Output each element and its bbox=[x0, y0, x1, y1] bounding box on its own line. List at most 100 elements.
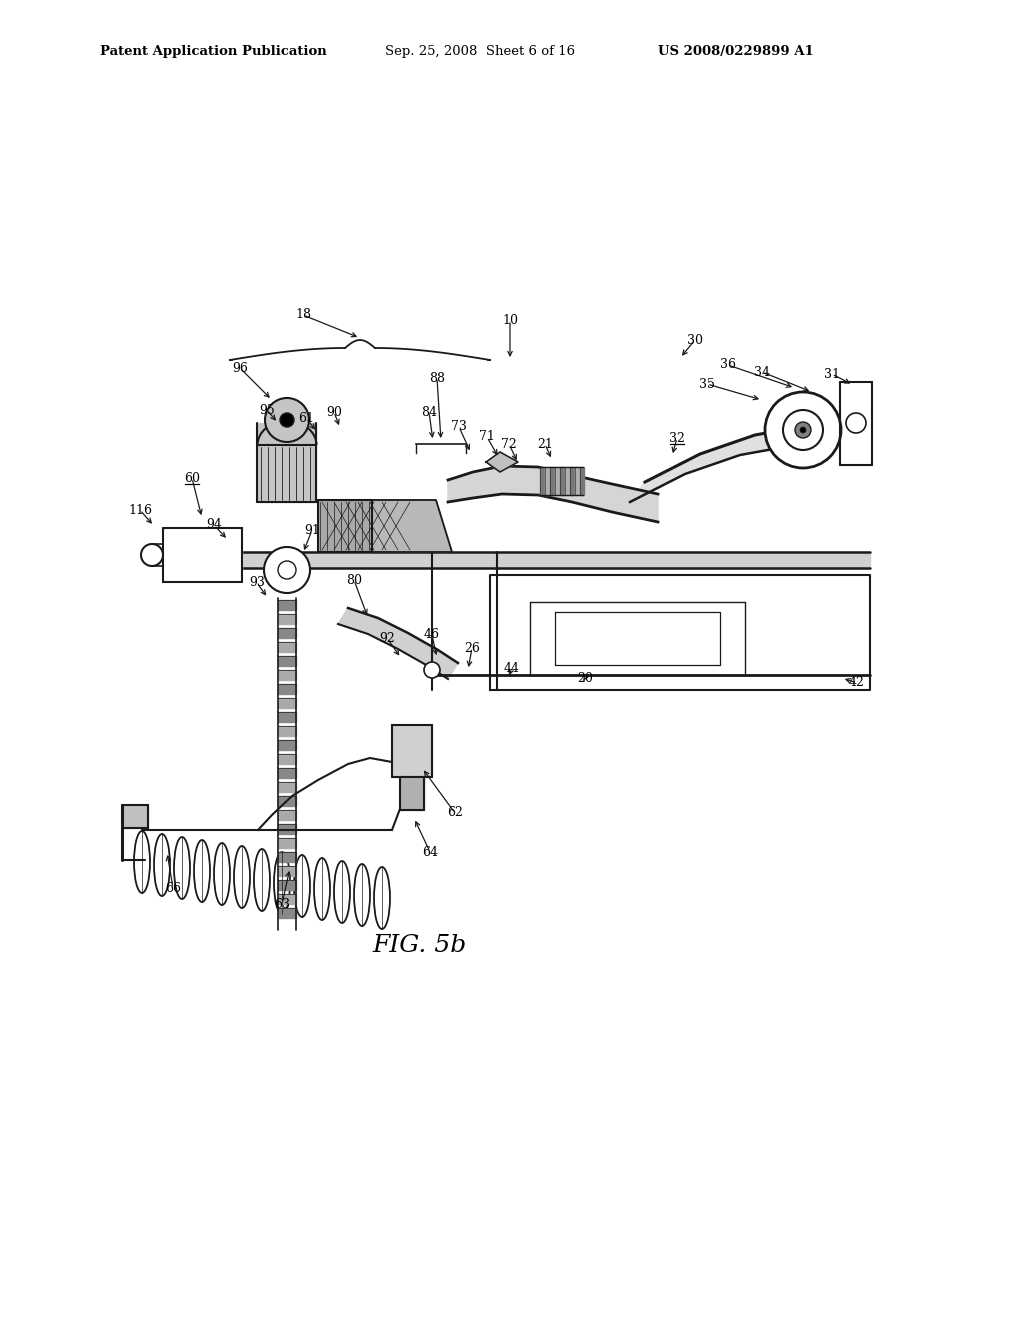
Polygon shape bbox=[545, 467, 549, 495]
Polygon shape bbox=[278, 781, 296, 792]
Ellipse shape bbox=[314, 858, 330, 920]
Polygon shape bbox=[372, 500, 452, 552]
Text: FIG. 5b: FIG. 5b bbox=[373, 933, 467, 957]
Polygon shape bbox=[278, 614, 296, 624]
Ellipse shape bbox=[194, 840, 210, 902]
Polygon shape bbox=[278, 880, 296, 890]
Ellipse shape bbox=[174, 837, 190, 899]
Text: 35: 35 bbox=[699, 378, 715, 391]
Polygon shape bbox=[278, 726, 296, 737]
Text: 60: 60 bbox=[184, 471, 200, 484]
Polygon shape bbox=[449, 466, 658, 521]
Polygon shape bbox=[278, 628, 296, 638]
Text: 31: 31 bbox=[824, 367, 840, 380]
Text: 88: 88 bbox=[429, 371, 445, 384]
Polygon shape bbox=[490, 576, 870, 690]
Polygon shape bbox=[278, 768, 296, 777]
Text: 73: 73 bbox=[451, 421, 467, 433]
Text: 80: 80 bbox=[346, 573, 362, 586]
Polygon shape bbox=[540, 467, 544, 495]
Polygon shape bbox=[278, 684, 296, 694]
Polygon shape bbox=[278, 838, 296, 847]
Polygon shape bbox=[630, 426, 838, 502]
Text: 116: 116 bbox=[128, 503, 152, 516]
Text: 42: 42 bbox=[849, 676, 865, 689]
Circle shape bbox=[800, 426, 806, 433]
Polygon shape bbox=[278, 866, 296, 876]
Circle shape bbox=[783, 411, 823, 450]
Polygon shape bbox=[575, 467, 579, 495]
Polygon shape bbox=[840, 381, 872, 465]
Polygon shape bbox=[570, 467, 574, 495]
Text: 90: 90 bbox=[326, 405, 342, 418]
Circle shape bbox=[265, 399, 309, 442]
Polygon shape bbox=[338, 609, 458, 678]
Circle shape bbox=[264, 546, 310, 593]
Polygon shape bbox=[122, 805, 148, 828]
Polygon shape bbox=[278, 810, 296, 820]
Text: Patent Application Publication: Patent Application Publication bbox=[100, 45, 327, 58]
Polygon shape bbox=[560, 467, 564, 495]
Ellipse shape bbox=[134, 832, 150, 894]
Ellipse shape bbox=[214, 843, 230, 906]
Polygon shape bbox=[400, 777, 424, 810]
Circle shape bbox=[846, 413, 866, 433]
Text: 21: 21 bbox=[537, 437, 553, 450]
Text: 44: 44 bbox=[504, 661, 520, 675]
Ellipse shape bbox=[254, 849, 270, 911]
Ellipse shape bbox=[274, 851, 290, 913]
Polygon shape bbox=[257, 422, 316, 445]
Text: Sep. 25, 2008  Sheet 6 of 16: Sep. 25, 2008 Sheet 6 of 16 bbox=[385, 45, 575, 58]
Ellipse shape bbox=[154, 834, 170, 896]
Ellipse shape bbox=[334, 861, 350, 923]
Ellipse shape bbox=[354, 865, 370, 927]
Polygon shape bbox=[565, 467, 569, 495]
Polygon shape bbox=[278, 894, 296, 904]
Text: 34: 34 bbox=[754, 366, 770, 379]
Text: 66: 66 bbox=[165, 882, 181, 895]
Text: US 2008/0229899 A1: US 2008/0229899 A1 bbox=[658, 45, 814, 58]
Polygon shape bbox=[278, 642, 296, 652]
Circle shape bbox=[141, 544, 163, 566]
Polygon shape bbox=[278, 698, 296, 708]
Polygon shape bbox=[278, 741, 296, 750]
Polygon shape bbox=[278, 601, 296, 610]
Ellipse shape bbox=[294, 855, 310, 917]
Polygon shape bbox=[225, 552, 870, 568]
Text: 62: 62 bbox=[447, 807, 463, 820]
Polygon shape bbox=[278, 754, 296, 764]
Text: 96: 96 bbox=[232, 362, 248, 375]
Polygon shape bbox=[392, 725, 432, 777]
Polygon shape bbox=[278, 908, 296, 917]
Circle shape bbox=[795, 422, 811, 438]
Text: 71: 71 bbox=[479, 430, 495, 444]
Text: 46: 46 bbox=[424, 628, 440, 642]
Circle shape bbox=[280, 413, 294, 426]
Text: 63: 63 bbox=[274, 898, 290, 911]
Polygon shape bbox=[278, 824, 296, 834]
Polygon shape bbox=[163, 528, 242, 582]
Polygon shape bbox=[555, 467, 559, 495]
Text: 61: 61 bbox=[298, 412, 314, 425]
Text: 72: 72 bbox=[501, 437, 517, 450]
Polygon shape bbox=[278, 711, 296, 722]
Polygon shape bbox=[278, 796, 296, 807]
Circle shape bbox=[424, 663, 440, 678]
Text: 94: 94 bbox=[206, 519, 222, 532]
Text: 93: 93 bbox=[249, 577, 265, 590]
Text: 36: 36 bbox=[720, 359, 736, 371]
Text: 10: 10 bbox=[502, 314, 518, 326]
Text: 91: 91 bbox=[304, 524, 319, 536]
Circle shape bbox=[765, 392, 841, 469]
Text: 84: 84 bbox=[421, 405, 437, 418]
Text: 30: 30 bbox=[687, 334, 703, 346]
Ellipse shape bbox=[234, 846, 250, 908]
Text: 18: 18 bbox=[295, 309, 311, 322]
Polygon shape bbox=[278, 851, 296, 862]
Text: 95: 95 bbox=[259, 404, 274, 417]
Polygon shape bbox=[278, 671, 296, 680]
Ellipse shape bbox=[374, 867, 390, 929]
Circle shape bbox=[278, 561, 296, 579]
Text: 32: 32 bbox=[669, 432, 685, 445]
Text: 20: 20 bbox=[578, 672, 593, 685]
